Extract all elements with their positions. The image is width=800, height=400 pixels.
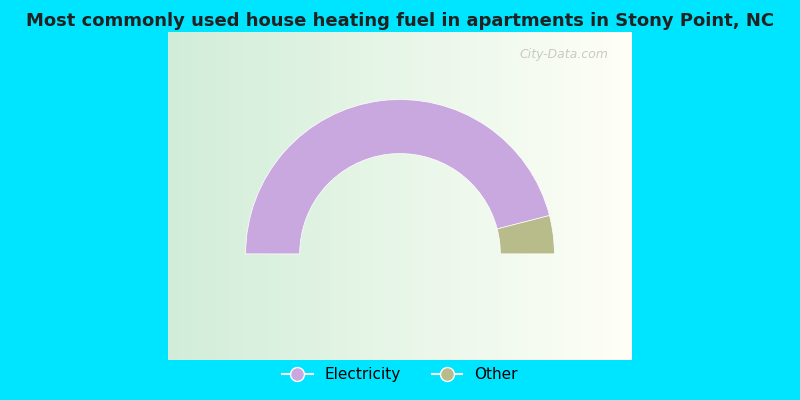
Wedge shape [497, 216, 554, 254]
Text: City-Data.com: City-Data.com [519, 48, 608, 62]
Legend: Electricity, Other: Electricity, Other [276, 361, 524, 388]
Wedge shape [246, 100, 550, 254]
Text: Most commonly used house heating fuel in apartments in Stony Point, NC: Most commonly used house heating fuel in… [26, 12, 774, 30]
